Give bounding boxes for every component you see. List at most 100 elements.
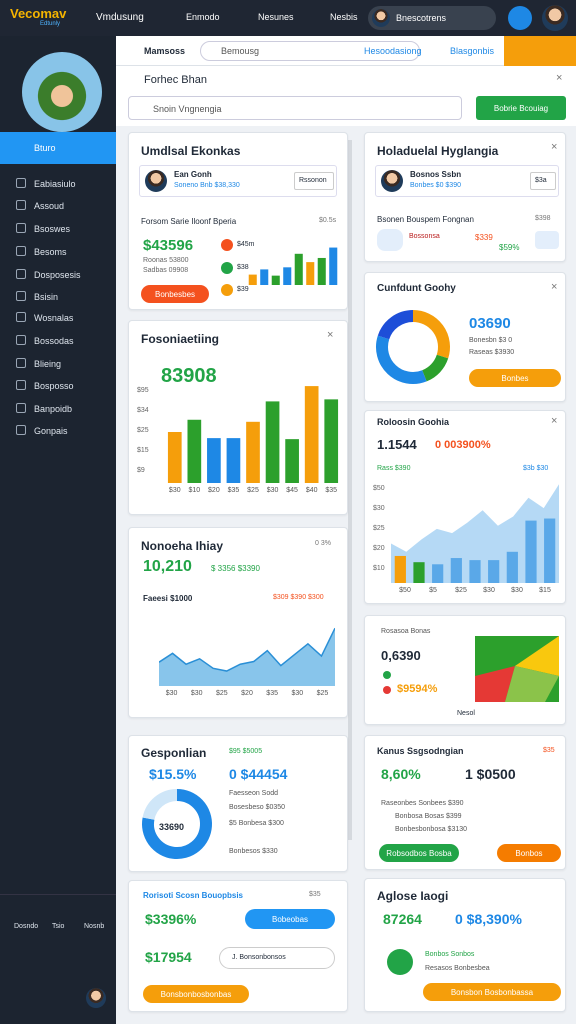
sidebar-avatar[interactable] xyxy=(86,988,106,1008)
card-title: Rorisoti Scosn Bouopbsis xyxy=(143,891,244,900)
menu-item[interactable]: Besoms xyxy=(16,246,67,257)
value: 03690 xyxy=(469,315,511,332)
legend: Rass $390 xyxy=(377,465,411,472)
value: $15.5% xyxy=(149,766,197,782)
value: $3396% xyxy=(145,911,197,927)
value: $17954 xyxy=(145,949,192,965)
bar xyxy=(394,555,406,583)
card: Aglose Iaogi 87264 0 $8,390% Bonbos Sonb… xyxy=(364,878,566,1012)
active-menu[interactable]: Bturo xyxy=(0,132,116,164)
line: $5 Bonbesa $300 xyxy=(229,820,284,827)
nav-item[interactable]: Nesunes xyxy=(258,12,294,22)
close-icon[interactable]: × xyxy=(556,72,563,84)
value: 0 $44454 xyxy=(229,766,288,782)
close-icon[interactable]: × xyxy=(551,415,558,427)
bar xyxy=(544,518,556,583)
menu-item[interactable]: Bsoswes xyxy=(16,223,70,234)
area-chart: $30 $30 $25 $20 $35 $30 $25 xyxy=(159,627,335,697)
button[interactable]: Bonbos xyxy=(497,844,561,862)
combo-chart: $50 $5 $25 $30 $30 $15 xyxy=(391,484,559,594)
pill[interactable]: Bobeobas xyxy=(245,909,335,929)
line: Resasos Bonbesbea xyxy=(425,965,490,972)
bar xyxy=(432,564,444,583)
panel-button[interactable]: Bobrie Bcouiag xyxy=(476,96,566,120)
y-tick-label: $30 xyxy=(373,505,385,512)
card-title: Cunfdunt Goohy xyxy=(377,283,456,294)
line: Bonbosa Bosas $399 xyxy=(395,813,462,820)
input[interactable]: J. Bonsonbonsos xyxy=(219,947,335,969)
panel-title: Forhec Bhan xyxy=(144,74,207,86)
button[interactable]: Bonsbonbosbonbas xyxy=(143,985,249,1003)
bar xyxy=(324,399,339,483)
profile-button[interactable]: Rssonon xyxy=(294,172,334,190)
notification-button[interactable] xyxy=(508,6,532,30)
bar xyxy=(506,551,518,583)
y-tick-label: $50 xyxy=(373,485,385,492)
toolbar-action[interactable] xyxy=(504,36,576,66)
logo[interactable]: Vecomav xyxy=(10,6,67,21)
bar xyxy=(450,558,462,583)
tab-search[interactable]: Bemousg xyxy=(200,41,420,61)
profile-row: Ean Gonh Soneno Bnb $38,330 Rssonon xyxy=(139,165,337,197)
tab[interactable]: Hesoodasiong xyxy=(364,46,422,56)
x-tick-label: $40 xyxy=(306,487,318,494)
button[interactable]: Robsodbos Bosba xyxy=(379,844,459,862)
x-tick-label: $30 xyxy=(267,487,279,494)
bar xyxy=(248,274,257,285)
profile-button[interactable]: $3a xyxy=(530,172,556,190)
row-button[interactable] xyxy=(535,231,559,249)
button[interactable]: Bonsbon Bosbonbassa xyxy=(423,983,561,1001)
panel-search[interactable]: Snoin Vngnengia xyxy=(128,96,462,120)
menu-item[interactable]: Dosposesis xyxy=(16,269,81,280)
nav-item[interactable]: Nesbis xyxy=(330,12,358,22)
bar xyxy=(265,401,280,483)
search-box[interactable]: Bnescotrens xyxy=(368,6,496,30)
x-tick-label: $30 xyxy=(511,587,523,594)
menu-item[interactable]: Eabiasiulo xyxy=(16,178,76,189)
x-tick-label: $25 xyxy=(216,690,228,697)
x-tick-label: $10 xyxy=(188,487,200,494)
tab[interactable]: Blasgonbis xyxy=(450,46,495,56)
bottom-item[interactable]: Dosndo xyxy=(14,923,39,930)
line: Bonesbn $3 0 xyxy=(469,337,513,344)
avatar xyxy=(372,9,390,27)
bar xyxy=(285,439,299,483)
line xyxy=(159,627,335,672)
menu-item[interactable]: Blieing xyxy=(16,358,61,369)
line: Sadbas 09908 xyxy=(143,267,189,274)
donut-chart xyxy=(142,789,212,859)
x-tick-label: $20 xyxy=(208,487,220,494)
x-tick-label: $25 xyxy=(317,690,329,697)
close-icon[interactable]: × xyxy=(327,329,334,341)
nav-item[interactable]: Enmodo xyxy=(186,12,220,22)
line: Roonas 53800 xyxy=(143,257,189,264)
bottom-item[interactable]: Nosnb xyxy=(84,923,105,930)
menu-item[interactable]: Gonpais xyxy=(16,425,68,436)
close-icon[interactable]: × xyxy=(551,141,558,153)
card-title: Fosoniaetiing xyxy=(141,332,219,346)
bottom-item[interactable]: Tsio xyxy=(52,923,65,930)
menu-item[interactable]: Banpoidb xyxy=(16,403,72,414)
menu-item[interactable]: Wosnalas xyxy=(16,312,73,323)
x-tick-label: $35 xyxy=(325,487,337,494)
x-tick-label: $45 xyxy=(286,487,298,494)
tab[interactable]: Mamsoss xyxy=(144,46,186,56)
card: Roloosin Goohia × 1.1544 0 003900% Rass … xyxy=(364,410,566,604)
menu-item[interactable]: Bossodas xyxy=(16,335,74,346)
bar xyxy=(246,421,260,483)
x-tick-label: $30 xyxy=(483,587,495,594)
button[interactable]: Bonbes xyxy=(469,369,561,387)
bar xyxy=(283,267,292,285)
bar xyxy=(488,560,500,583)
button[interactable]: Bonbesbes xyxy=(141,285,209,303)
card: Fosoniaetiing × 83908 $95 $34 $25 $15 $9 $30… xyxy=(128,320,348,515)
nav-item[interactable]: Vmdusung xyxy=(96,12,144,23)
close-icon[interactable]: × xyxy=(551,281,558,293)
line: Bonbesos $330 xyxy=(229,848,278,855)
donut-segment xyxy=(377,310,414,340)
menu-item[interactable]: Bsisin xyxy=(16,291,58,302)
user-avatar[interactable] xyxy=(542,5,568,31)
menu-item[interactable]: Assoud xyxy=(16,200,64,211)
menu-item[interactable]: Bosposso xyxy=(16,380,74,391)
profile-name: Bosnos Ssbn xyxy=(410,170,462,179)
